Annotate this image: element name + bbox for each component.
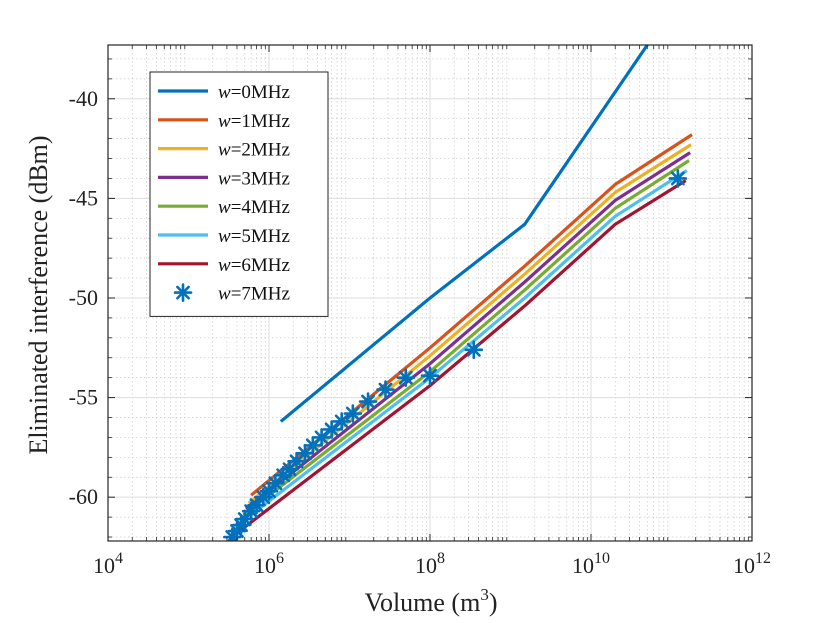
- legend-label-1: w=1MHz: [218, 111, 290, 132]
- plot-area: [222, 45, 693, 541]
- data-point-w-7: [312, 428, 331, 447]
- x-tick-label: 108: [415, 550, 445, 578]
- data-point-w-7: [358, 392, 378, 411]
- x-axis-label: Volume (m3): [365, 585, 498, 617]
- x-axis-label-main: Volume (m: [365, 588, 481, 617]
- series-line-6: [236, 179, 687, 535]
- x-tick-label: 1010: [572, 550, 610, 578]
- legend-label-3: w=3MHz: [218, 168, 290, 189]
- series-line-4: [242, 159, 690, 517]
- legend-box: [149, 71, 329, 317]
- series-line-0: [279, 45, 649, 423]
- data-point-w-7: [396, 368, 416, 387]
- x-axis-label-end: ): [489, 588, 498, 617]
- legend-marker-7: [173, 283, 193, 302]
- legend-label-7: w=7MHz: [218, 284, 290, 305]
- y-tick-label: -55: [69, 385, 98, 410]
- x-axis-label-superscript: 3: [480, 585, 489, 604]
- ticks: 104 106 108 1010 1012 -40 -45 -50 -55 -60: [69, 45, 771, 578]
- series-line-1: [250, 133, 693, 497]
- legend: w=0MHz w=1MHz w=2MHz w=3MHz w=4MHz w=5MHz w=6M…: [149, 71, 329, 317]
- x-tick-label: 104: [93, 550, 123, 578]
- data-point-w-7: [322, 420, 341, 439]
- data-point-w-7: [343, 404, 363, 423]
- data-point-w-7: [464, 340, 484, 360]
- y-tick-label: -50: [69, 285, 98, 310]
- legend-label-2: w=2MHz: [218, 140, 290, 161]
- y-tick-label: -40: [69, 86, 98, 111]
- legend-label-0: w=0MHz: [218, 82, 290, 103]
- data-point-w-7: [668, 169, 688, 188]
- legend-label-5: w=5MHz: [218, 226, 290, 247]
- data-point-w-7: [420, 366, 440, 385]
- series-layer: [222, 45, 693, 541]
- series-line-3: [245, 151, 691, 511]
- x-tick-label: 106: [254, 550, 284, 578]
- x-tick-label: 1012: [733, 550, 771, 578]
- data-point-w-7: [376, 380, 395, 399]
- y-tick-label: -45: [69, 185, 98, 210]
- legend-label-6: w=6MHz: [218, 255, 290, 276]
- data-point-w-7: [332, 412, 351, 431]
- y-axis-label: Eliminated interference (dBm): [24, 135, 53, 454]
- y-axis-label-group: Eliminated interference (dBm): [24, 135, 53, 454]
- y-tick-label: -60: [69, 484, 98, 509]
- legend-label-4: w=4MHz: [218, 197, 290, 218]
- series-line-5: [239, 169, 688, 525]
